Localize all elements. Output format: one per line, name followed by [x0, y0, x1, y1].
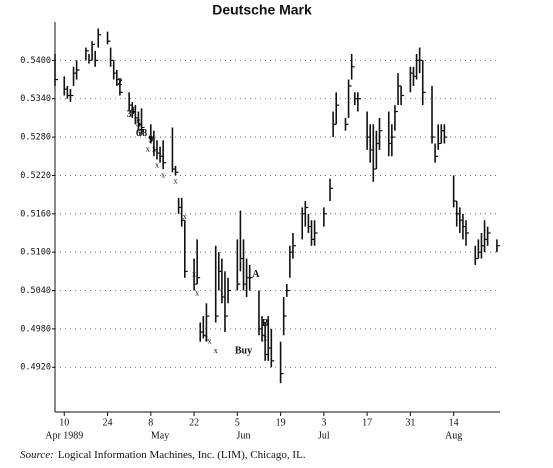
y-tick-label: 0.4920	[20, 363, 51, 373]
x-tick-label: 31	[405, 417, 415, 428]
annotation: x	[155, 161, 159, 170]
x-tick-label: 17	[362, 417, 372, 428]
annotation: B	[262, 318, 269, 329]
x-tick-label: 8	[148, 417, 153, 428]
month-label: Jun	[237, 430, 251, 441]
month-label: Jul	[318, 430, 330, 441]
source-text: Logical Information Machines, Inc. (LIM)…	[58, 449, 306, 461]
annotation: A	[252, 269, 260, 280]
annotation: x	[152, 145, 156, 154]
annotation: x	[204, 333, 208, 342]
annotation: Buy	[235, 346, 252, 357]
annotation: x	[263, 333, 267, 342]
annotation: 3	[127, 109, 132, 120]
month-label: May	[151, 430, 169, 441]
chart-title: Deutsche Mark	[212, 2, 312, 18]
annotation: 9	[148, 135, 153, 146]
annotation: 4	[130, 106, 135, 117]
annotation: 8	[142, 128, 147, 139]
y-tick-label: 0.5400	[20, 56, 51, 66]
x-tick-label: 10	[59, 417, 69, 428]
y-tick-label: 0.5160	[20, 209, 51, 219]
annotation: 7	[139, 128, 144, 139]
y-tick-label: 0.5280	[20, 133, 51, 143]
y-tick-label: 0.5340	[20, 94, 51, 104]
annotation: x	[208, 337, 212, 346]
annotation: x	[161, 170, 165, 179]
y-tick-label: 0.5220	[20, 171, 51, 181]
x-tick-label: 5	[235, 417, 240, 428]
annotation: 5	[136, 119, 141, 130]
x-tick-label: 14	[449, 417, 459, 428]
annotation: 2	[117, 77, 122, 88]
y-tick-label: 0.5040	[20, 286, 51, 296]
x-tick-label: 22	[189, 417, 199, 428]
x-tick-label: 19	[276, 417, 286, 428]
x-tick-label: 24	[103, 417, 113, 428]
month-label: Apr 1989	[45, 430, 83, 441]
annotation: x	[195, 289, 199, 298]
x-tick-label: 3	[321, 417, 326, 428]
month-label: Aug	[445, 430, 462, 441]
y-tick-label: 0.4980	[20, 324, 51, 334]
annotation: x	[183, 212, 187, 221]
annotation: 6	[136, 128, 141, 139]
annotation: x	[146, 145, 150, 154]
y-tick-label: 0.5100	[20, 248, 51, 258]
annotation: x	[214, 346, 218, 355]
source-label: Source:	[20, 449, 54, 461]
annotation: x	[192, 269, 196, 278]
source-line: Source: Logical Information Machines, Inc…	[20, 449, 306, 461]
annotation: x	[174, 177, 178, 186]
